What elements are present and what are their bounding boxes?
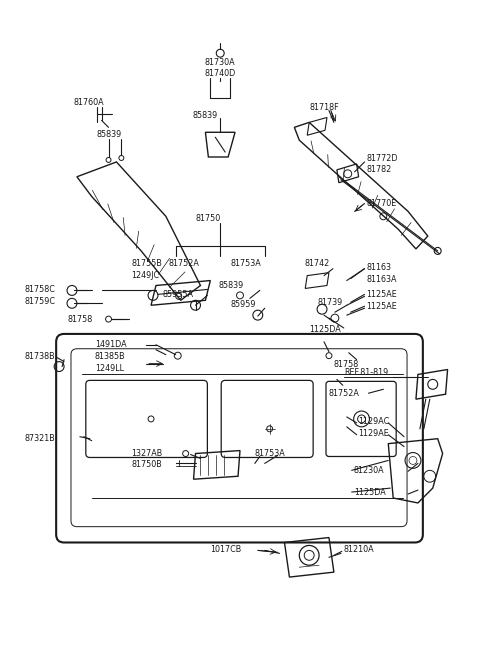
Text: 81770E: 81770E [367, 200, 397, 208]
Text: 1327AB: 1327AB [131, 449, 163, 458]
Text: 81163: 81163 [367, 263, 392, 272]
Text: 81163A: 81163A [367, 274, 397, 284]
Text: 81752A: 81752A [169, 259, 200, 268]
Text: 81753A: 81753A [255, 449, 286, 458]
Text: 81730A: 81730A [205, 58, 236, 67]
Text: 81782: 81782 [367, 165, 392, 174]
Text: 1125AE: 1125AE [367, 290, 397, 299]
Text: 81758C: 81758C [24, 286, 55, 295]
Text: 85839: 85839 [193, 111, 218, 120]
Text: 81738B: 81738B [24, 352, 55, 361]
Text: 1017CB: 1017CB [210, 546, 241, 554]
Text: 81750: 81750 [195, 214, 221, 223]
Text: 1125DA: 1125DA [354, 488, 385, 497]
Text: 81755B: 81755B [131, 259, 162, 268]
Text: 81758: 81758 [334, 360, 359, 369]
Text: 85839: 85839 [96, 130, 122, 140]
Text: 81740D: 81740D [204, 69, 236, 78]
Text: 1249LL: 1249LL [95, 364, 124, 373]
Text: 81758: 81758 [67, 315, 92, 324]
Text: 1129AE: 1129AE [359, 429, 389, 438]
Text: 81772D: 81772D [367, 154, 398, 163]
Text: REF.81-819: REF.81-819 [344, 367, 388, 377]
Text: 81753A: 81753A [230, 259, 261, 268]
Text: 81230A: 81230A [354, 466, 384, 476]
Text: 81742: 81742 [304, 259, 329, 268]
Text: 87321B: 87321B [24, 434, 55, 443]
Text: 81759C: 81759C [24, 297, 56, 307]
Text: 1125AE: 1125AE [367, 303, 397, 311]
Text: 81739: 81739 [317, 298, 342, 307]
Text: 1125DA: 1125DA [309, 325, 341, 334]
Text: 81718F: 81718F [309, 103, 339, 111]
Text: 81760A: 81760A [74, 98, 105, 107]
Text: 81385B: 81385B [95, 352, 125, 361]
Text: 81750B: 81750B [131, 460, 162, 470]
Text: 1491DA: 1491DA [95, 340, 126, 349]
Text: 85959: 85959 [230, 301, 256, 309]
Text: 81210A: 81210A [344, 546, 374, 554]
Text: 81752A: 81752A [329, 389, 360, 398]
Text: 85839: 85839 [218, 280, 243, 290]
Text: 85955A: 85955A [163, 290, 194, 299]
Text: 1129AC: 1129AC [359, 417, 390, 426]
Text: 1249JC: 1249JC [131, 271, 159, 280]
